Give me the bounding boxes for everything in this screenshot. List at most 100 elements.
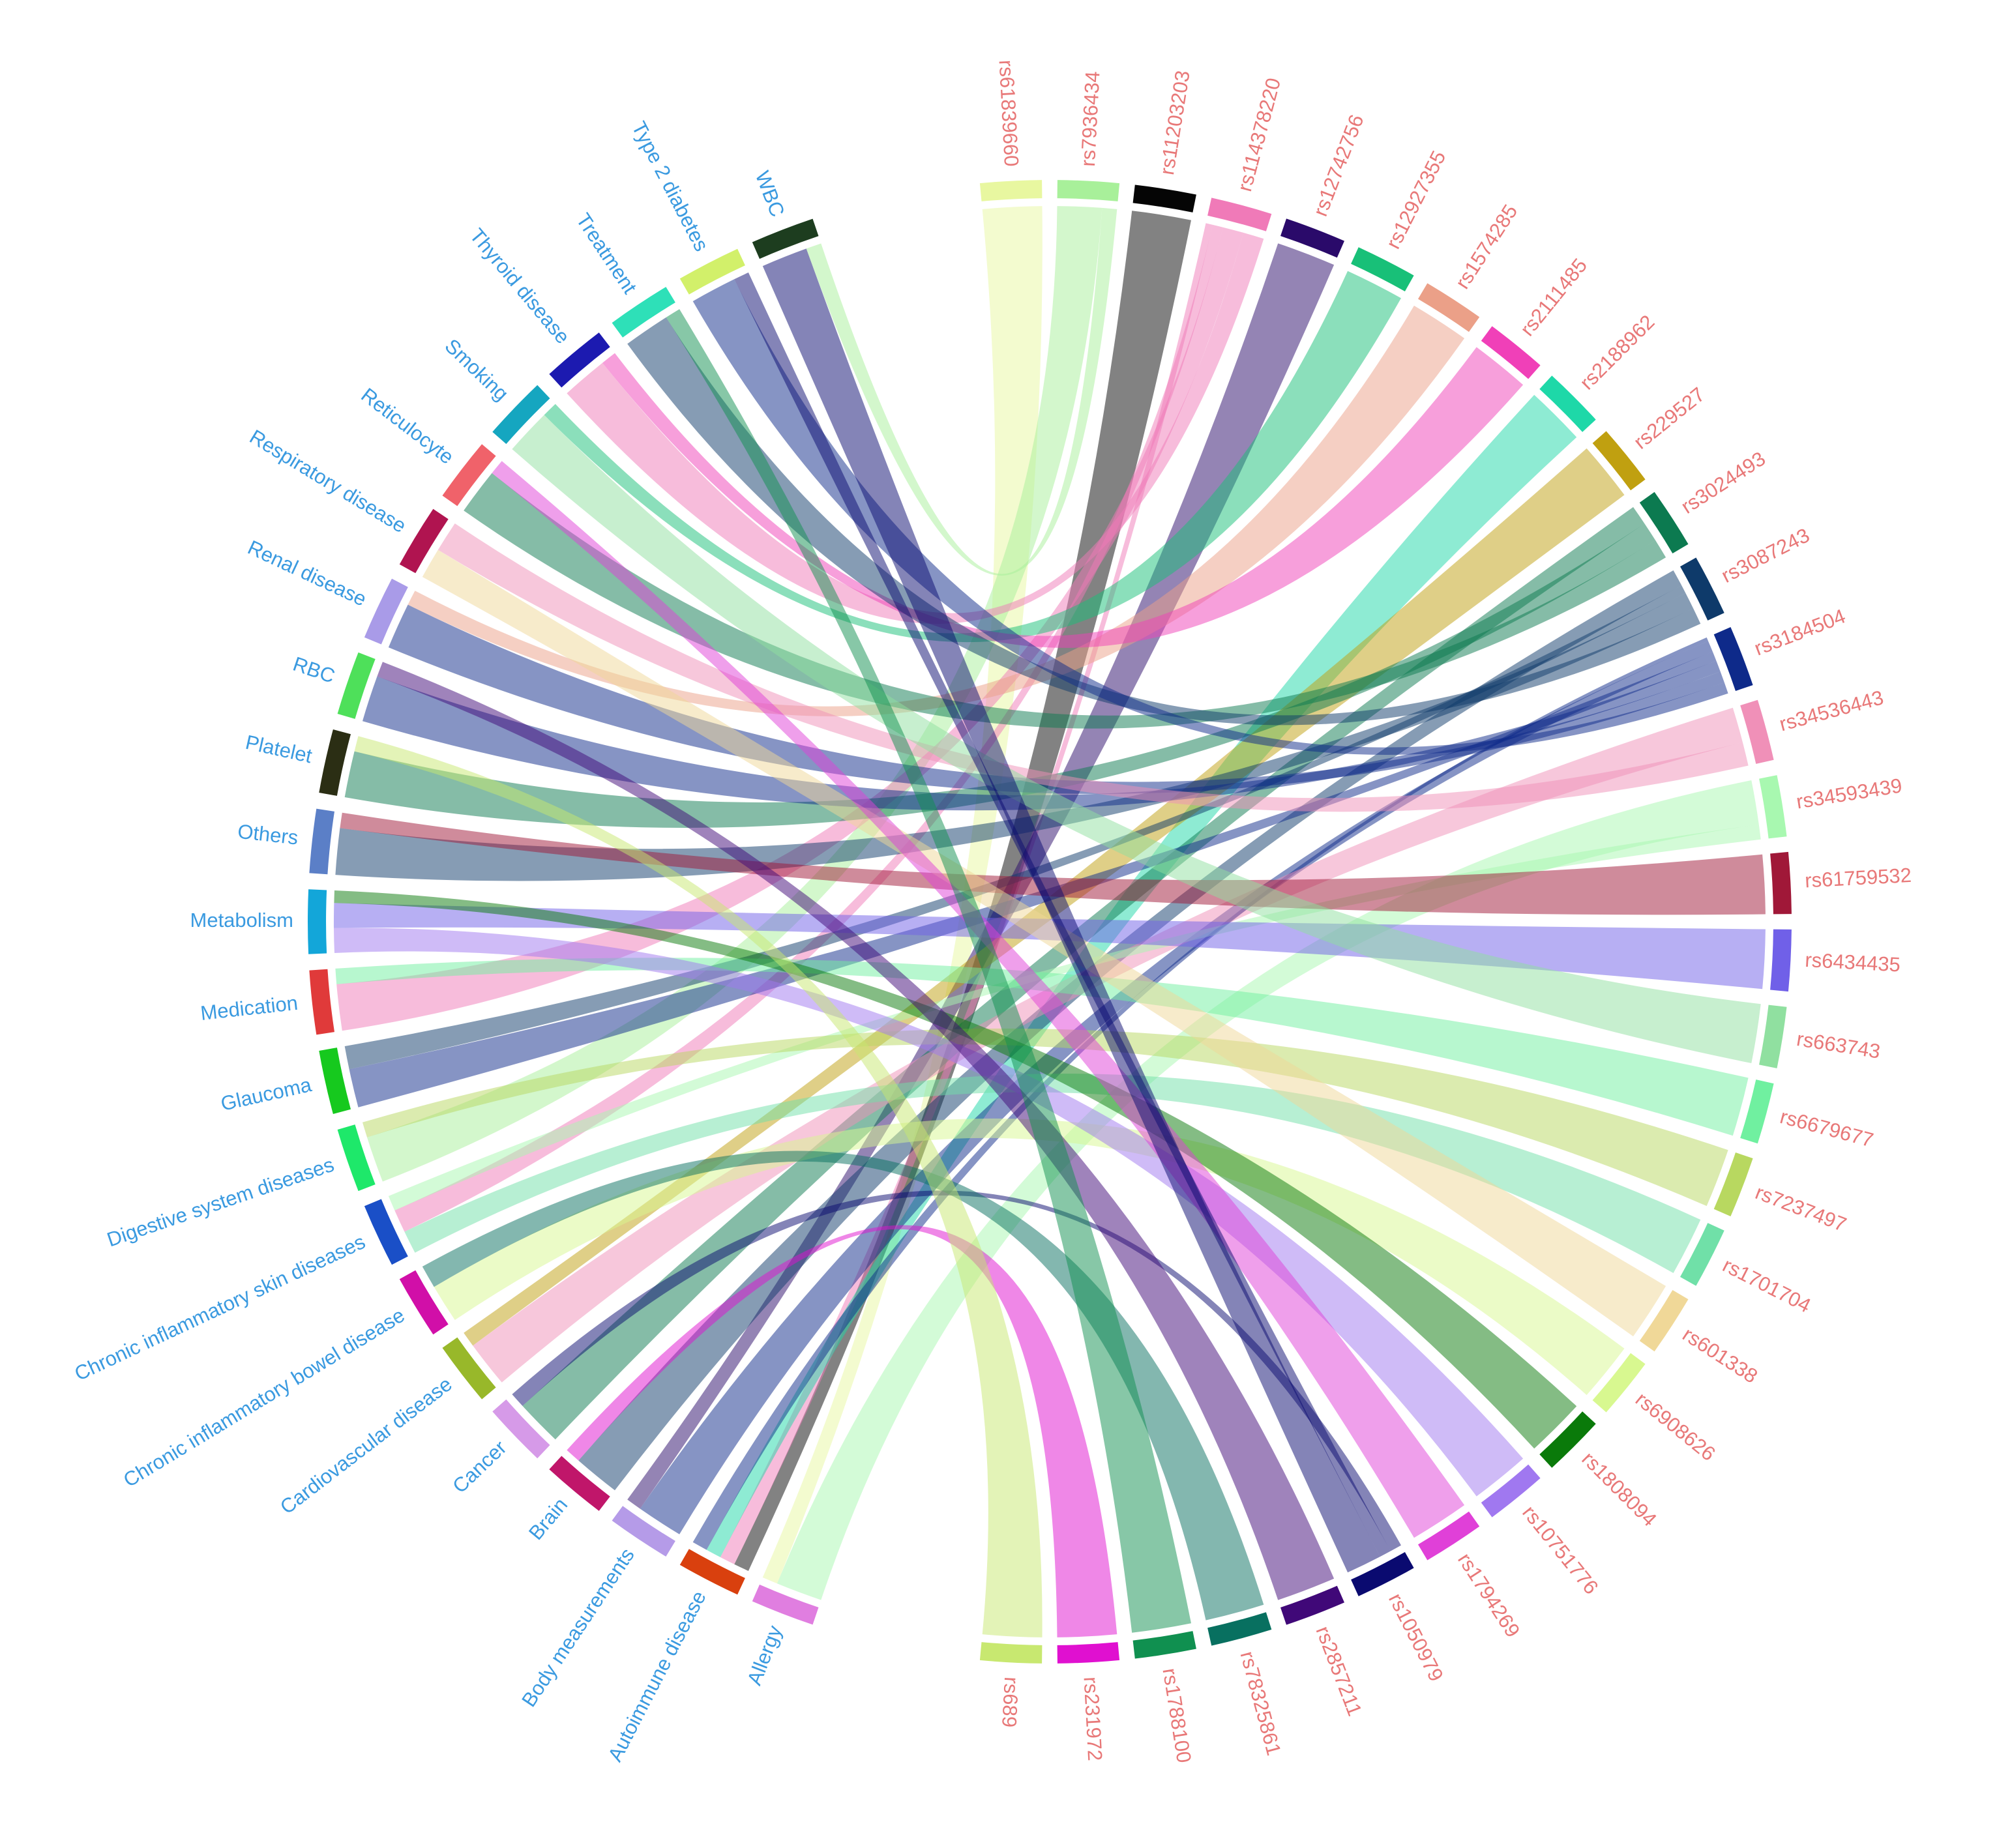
snp-arc — [1680, 1223, 1724, 1286]
ribbon — [567, 1225, 1117, 1637]
phenotype-arc — [364, 578, 408, 645]
snp-label: rs663743 — [1795, 1027, 1882, 1063]
snp-arc — [979, 1642, 1043, 1664]
snp-label: rs3024493 — [1677, 447, 1769, 518]
snp-arc — [1132, 1631, 1196, 1659]
phenotype-arc — [492, 385, 550, 445]
snp-label: rs1574285 — [1451, 200, 1522, 293]
snp-label: rs7936434 — [1076, 70, 1104, 167]
snp-label: rs229527 — [1629, 383, 1709, 454]
snp-label: rs6679677 — [1778, 1105, 1876, 1152]
ribbon — [512, 415, 1761, 1063]
ribbon — [362, 1028, 1728, 1207]
snp-arc — [1057, 1642, 1120, 1664]
phenotype-label: Others — [237, 820, 299, 849]
snp-label: rs11203203 — [1155, 69, 1194, 177]
snp-arc — [1351, 247, 1414, 291]
snp-arc — [1481, 1464, 1541, 1518]
snp-label: rs1794269 — [1453, 1549, 1524, 1641]
phenotype-label: Smoking — [441, 334, 513, 405]
snp-arc — [1418, 1511, 1480, 1561]
ribbon — [422, 550, 1666, 1337]
phenotype-label: Thyroid disease — [466, 224, 574, 348]
phenotype-label: Reticulocyte — [357, 383, 458, 469]
snp-arc — [1740, 699, 1774, 764]
ribbon — [762, 206, 1043, 1584]
phenotype-arc — [442, 444, 496, 506]
phenotype-label: Brain — [524, 1493, 572, 1544]
ribbon — [464, 473, 1666, 729]
snp-arc — [1639, 491, 1689, 553]
snp-label: rs1701704 — [1719, 1254, 1814, 1317]
snp-arc — [1592, 1353, 1646, 1413]
phenotype-label: Glaucoma — [218, 1073, 314, 1115]
snp-label: rs2857211 — [1312, 1623, 1367, 1719]
phenotype-arc — [308, 889, 327, 954]
phenotype-arc — [612, 287, 675, 338]
phenotype-label: RBC — [290, 653, 338, 688]
ribbon — [706, 394, 1577, 1557]
snp-label: rs3087243 — [1718, 523, 1813, 587]
phenotype-arc — [442, 1337, 496, 1400]
phenotype-arc — [319, 729, 351, 796]
snp-arc — [1280, 1585, 1344, 1625]
phenotype-label: Digestive system diseases — [104, 1153, 337, 1252]
snp-arc — [1057, 180, 1120, 201]
phenotype-label: Cancer — [448, 1436, 510, 1497]
phenotype-arc — [752, 218, 819, 259]
ribbon — [362, 660, 1721, 811]
snp-arc — [1639, 1290, 1689, 1352]
ribbon — [335, 958, 1749, 1136]
snp-label: rs12742756 — [1309, 111, 1368, 219]
snp-label: rs6908626 — [1631, 1388, 1720, 1465]
ribbons — [333, 206, 1766, 1637]
phenotype-label: Type 2 diabetes — [627, 118, 713, 255]
ribbon — [437, 523, 1749, 812]
phenotype-label: WBC — [751, 168, 790, 220]
ribbon — [602, 347, 1524, 648]
snp-label: rs2111485 — [1516, 254, 1592, 340]
phenotype-arc — [549, 1456, 610, 1511]
phenotype-arc — [337, 1124, 376, 1192]
snp-label: rs7237497 — [1753, 1181, 1850, 1236]
snp-label: rs2188962 — [1575, 310, 1659, 394]
ribbon — [512, 1190, 1401, 1551]
phenotype-arc — [309, 808, 334, 875]
snp-arc — [1207, 1612, 1272, 1646]
snp-arc — [1418, 283, 1480, 332]
ribbon — [762, 248, 1380, 1573]
snp-arc — [1770, 929, 1792, 992]
ribbon — [734, 211, 1191, 1571]
snp-label: rs10751776 — [1518, 1501, 1603, 1598]
phenotype-label: Treatment — [572, 209, 642, 298]
ribbon — [464, 448, 1625, 1346]
phenotype-arc — [399, 1270, 449, 1335]
snp-label: rs34536443 — [1777, 686, 1886, 735]
phenotype-label: Platelet — [243, 731, 314, 768]
snp-arc — [1770, 851, 1792, 915]
snp-arc — [1713, 1152, 1753, 1216]
snp-arc — [1740, 1079, 1774, 1144]
phenotype-arc — [679, 248, 745, 295]
snp-label: rs1050979 — [1384, 1590, 1448, 1685]
phenotype-label: Metabolism — [190, 909, 294, 931]
ribbon — [492, 461, 1465, 1538]
ribbon — [544, 271, 1402, 643]
phenotype-label: Medication — [200, 991, 299, 1025]
snp-arc — [1539, 1411, 1596, 1468]
ribbon — [666, 309, 1191, 1633]
snp-arc — [1713, 627, 1753, 691]
snp-arc — [1592, 431, 1646, 491]
snp-arc — [1207, 198, 1272, 231]
ribbon — [567, 233, 1264, 624]
ribbon — [434, 1118, 1625, 1396]
phenotype-label: Renal disease — [244, 536, 370, 611]
phenotype-arc — [679, 1549, 745, 1595]
phenotype-label: Respiratory disease — [246, 425, 410, 537]
snp-arc — [1759, 775, 1787, 839]
snp-label: rs6434435 — [1805, 948, 1901, 976]
phenotype-arc — [337, 652, 376, 719]
ribbon — [344, 585, 1686, 1070]
snp-arc — [1759, 1005, 1787, 1068]
